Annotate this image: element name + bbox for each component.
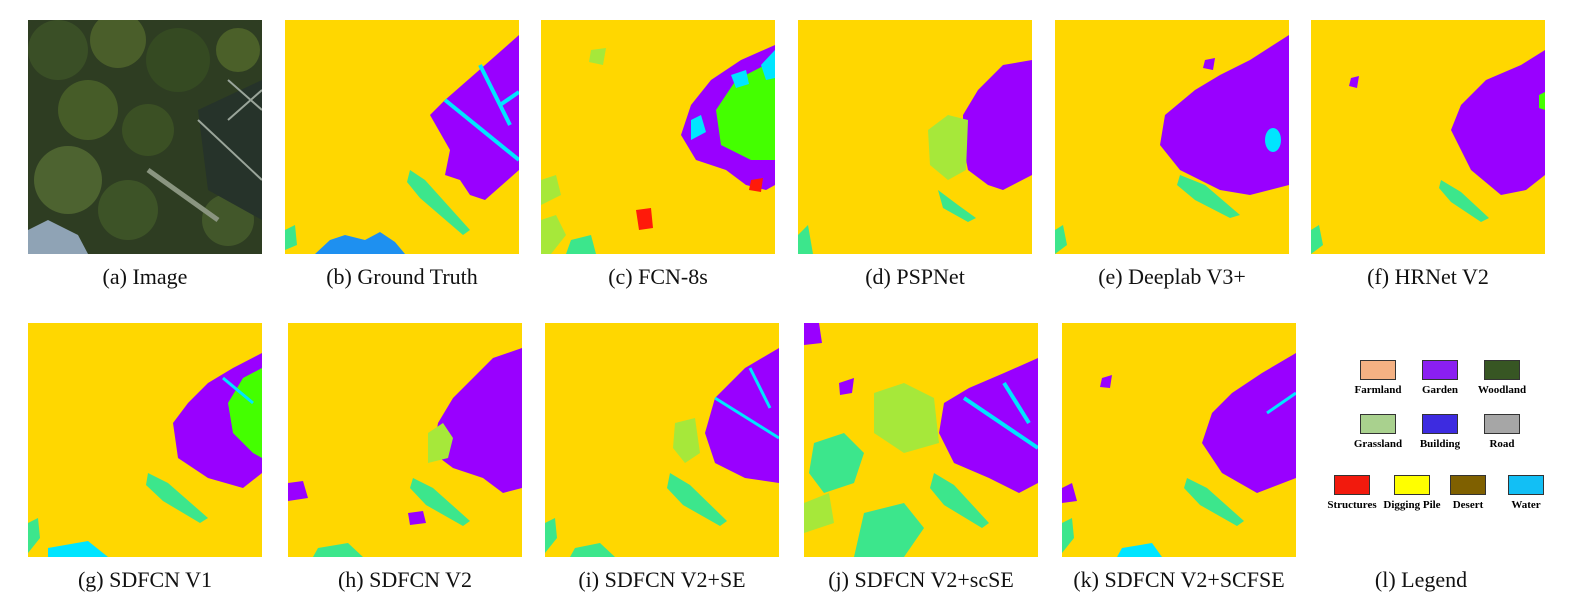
segmentation-hrnet-v2 (1311, 20, 1545, 254)
panel-fcn8s: (c) FCN-8s (541, 20, 775, 289)
segmentation-sdfcn-v2-se (545, 323, 779, 557)
legend-swatch (1450, 475, 1486, 495)
caption-b: (b) Ground Truth (326, 264, 478, 289)
legend-item-water: Water (1498, 475, 1554, 511)
legend-item-digging-pile: Digging Pile (1382, 475, 1442, 511)
legend-label: Digging Pile (1383, 499, 1441, 511)
segmentation-sdfcn-v2-scfse (1062, 323, 1296, 557)
legend-item-desert: Desert (1440, 475, 1496, 511)
legend-item-farmland: Farmland (1342, 360, 1414, 396)
panel-pspnet: (d) PSPNet (798, 20, 1032, 289)
legend-label: Water (1511, 499, 1541, 511)
segmentation-pspnet (798, 20, 1032, 254)
legend-label: Woodland (1477, 384, 1527, 396)
legend-label: Road (1489, 438, 1515, 450)
panel-sdfcn-v2-scse: (j) SDFCN V2+scSE (804, 323, 1038, 592)
caption-i: (i) SDFCN V2+SE (578, 567, 746, 592)
legend: Farmland Garden Woodland Grassland Build… (1322, 345, 1554, 545)
legend-swatch (1422, 414, 1458, 434)
legend-label: Structures (1327, 499, 1377, 511)
panel-sdfcn-v2: (h) SDFCN V2 (288, 323, 522, 592)
panel-sdfcn-v2-scfse: (k) SDFCN V2+SCFSE (1062, 323, 1296, 592)
legend-swatch (1484, 360, 1520, 380)
legend-item-garden: Garden (1404, 360, 1476, 396)
legend-swatch (1334, 475, 1370, 495)
segmentation-fcn8s (541, 20, 775, 254)
caption-g: (g) SDFCN V1 (77, 567, 213, 592)
legend-swatch (1360, 414, 1396, 434)
legend-item-grassland: Grassland (1342, 414, 1414, 450)
legend-swatch (1508, 475, 1544, 495)
legend-label: Garden (1421, 384, 1459, 396)
legend-label: Farmland (1354, 384, 1402, 396)
caption-f: (f) HRNet V2 (1367, 264, 1489, 289)
legend-label: Desert (1452, 499, 1484, 511)
legend-item-structures: Structures (1322, 475, 1382, 511)
legend-swatch (1484, 414, 1520, 434)
panel-image: (a) Image (28, 20, 262, 289)
panel-deeplab: (e) Deeplab V3+ (1055, 20, 1289, 289)
legend-swatch (1394, 475, 1430, 495)
legend-swatch (1360, 360, 1396, 380)
legend-item-building: Building (1404, 414, 1476, 450)
caption-a: (a) Image (102, 264, 188, 289)
legend-label: Grassland (1353, 438, 1403, 450)
segmentation-sdfcn-v1 (28, 323, 262, 557)
panel-sdfcn-v1: (g) SDFCN V1 (28, 323, 262, 592)
legend-swatch (1422, 360, 1458, 380)
caption-h: (h) SDFCN V2 (337, 567, 473, 592)
segmentation-deeplab-v3plus (1055, 20, 1289, 254)
panel-sdfcn-v2-se: (i) SDFCN V2+SE (545, 323, 779, 592)
caption-j: (j) SDFCN V2+scSE (828, 567, 1014, 592)
legend-label: Building (1419, 438, 1461, 450)
caption-l: (l) Legend (1374, 567, 1468, 592)
caption-d: (d) PSPNet (865, 264, 965, 289)
segmentation-sdfcn-v2-scse (804, 323, 1038, 557)
legend-item-road: Road (1466, 414, 1538, 450)
panel-ground-truth: (b) Ground Truth (285, 20, 519, 289)
legend-item-woodland: Woodland (1466, 360, 1538, 396)
segmentation-sdfcn-v2 (288, 323, 522, 557)
segmentation-ground-truth (285, 20, 519, 254)
aerial-photo (28, 20, 262, 254)
panel-hrnet: (f) HRNet V2 (1311, 20, 1545, 289)
caption-e: (e) Deeplab V3+ (1098, 264, 1246, 289)
caption-k: (k) SDFCN V2+SCFSE (1073, 567, 1285, 592)
caption-c: (c) FCN-8s (608, 264, 708, 289)
